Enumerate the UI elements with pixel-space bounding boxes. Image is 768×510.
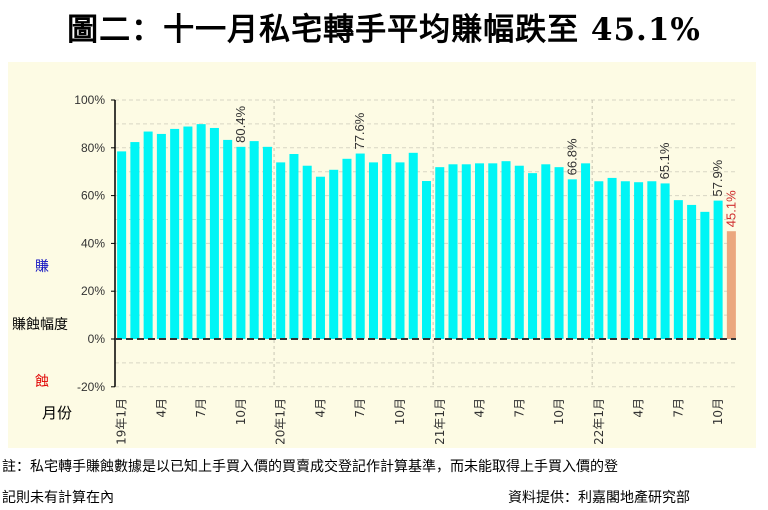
bar [143,131,153,339]
bar [130,142,140,339]
bar [726,231,736,339]
bar [435,167,445,339]
bar [634,182,644,339]
x-tick-label: 7月 [671,398,685,418]
source-credit: 資料提供：利嘉閣地產研究部 [508,490,690,506]
bar [236,146,246,339]
y-tick-label: -20% [77,380,105,394]
bar [554,167,564,339]
bar [183,126,193,340]
bar [382,154,392,339]
bar [302,165,312,339]
bar [514,165,524,339]
bar [170,128,180,339]
bar [196,124,206,339]
x-tick-label: 21年1月 [433,398,447,445]
bar [156,133,166,339]
x-tick-label: 4月 [632,398,646,418]
y-tick-label: 40% [81,236,105,250]
data-label: 77.6% [352,112,367,149]
x-tick-label: 10月 [711,398,725,425]
data-label: 80.4% [233,106,248,143]
bar [713,200,723,339]
x-tick-label: 10月 [393,398,407,425]
x-tick-label: 10月 [552,398,566,425]
bar [687,204,697,339]
y-tick-label: 100% [74,93,105,107]
bar [355,153,365,339]
bar [276,162,286,339]
bar [117,151,127,339]
x-tick-label: 4月 [154,398,168,418]
x-tick-label: 10月 [234,398,248,425]
bar [368,162,378,339]
y-tick-label: 60% [81,189,105,203]
x-tick-label: 19年1月 [115,398,129,445]
loss-label: 蝕 [35,374,49,390]
bar [223,139,233,339]
bar [700,211,710,339]
bar [567,179,577,339]
axis-label: 賺蝕幅度 [12,317,68,333]
y-tick-label: 20% [81,284,105,298]
bar [421,181,432,339]
bar [541,164,551,339]
bar [620,181,630,339]
x-tick-label: 4月 [313,398,327,418]
bar [329,169,339,339]
bar [395,162,405,339]
bar [289,154,299,339]
gain-label: 賺 [35,259,49,275]
bar [408,152,418,339]
bar [607,177,617,339]
bar [262,146,272,339]
month-label: 月份 [42,404,73,422]
bar [475,163,485,339]
data-label: 57.9% [710,159,725,196]
data-label: 45.1% [723,190,738,227]
bar [488,163,498,339]
y-tick-label: 0% [88,332,106,346]
x-tick-label: 22年1月 [592,398,606,445]
bar [315,176,325,339]
bar [342,158,352,339]
bar [660,183,670,339]
bar [448,164,458,339]
chart-title: 圖二：十一月私宅轉手平均賺幅跌至 45.1% [67,12,701,48]
footnote-line1: 註：私宅轉手賺蝕數據是以已知上手買入價的買賣成交登記作計算基準，而未能取得上手買… [2,459,618,475]
footnote-line2: 記則未有計算在內 [2,490,114,506]
x-tick-label: 7月 [194,398,208,418]
bar [647,181,657,339]
x-tick-label: 7月 [353,398,367,418]
y-tick-label: 80% [81,141,105,155]
data-label: 65.1% [657,142,672,179]
x-tick-label: 7月 [512,398,526,418]
bar [528,173,538,339]
bar [461,164,471,339]
bar [594,181,604,339]
bar [581,163,591,339]
x-tick-label: 20年1月 [274,398,288,445]
bar [501,161,511,339]
bar [249,141,259,339]
data-label: 66.8% [564,138,579,175]
bar [209,127,219,339]
x-tick-label: 4月 [473,398,487,418]
bar [673,200,683,339]
